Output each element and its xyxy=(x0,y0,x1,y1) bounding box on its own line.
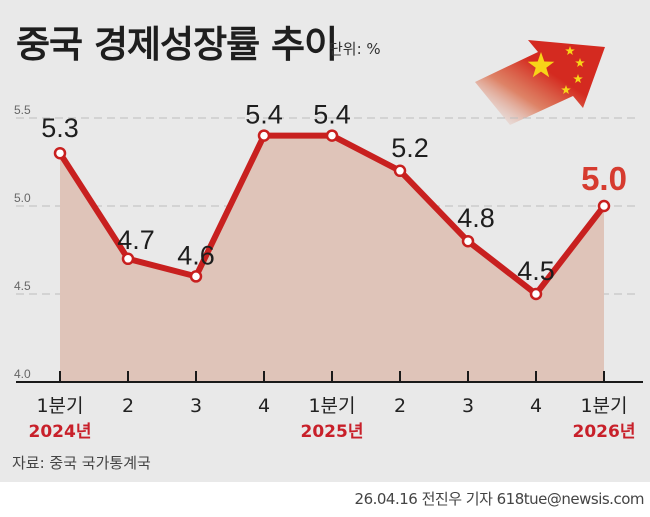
data-markers xyxy=(53,129,611,301)
x-label: 1분기 xyxy=(580,395,627,417)
data-labels: 5.3 4.7 4.6 5.4 5.4 5.2 4.8 4.5 5.0 xyxy=(41,100,627,286)
x-ticks xyxy=(59,371,605,382)
area-fill xyxy=(60,135,604,382)
value-label: 4.7 xyxy=(117,225,155,255)
value-label: 5.4 xyxy=(245,100,283,130)
x-label: 4 xyxy=(258,395,270,417)
year-label: 2025년 xyxy=(301,422,364,442)
credit-line: 26.04.16 전진우 기자 618tue@newsis.com xyxy=(354,490,645,508)
source-note: 자료: 중국 국가통계국 xyxy=(12,454,151,472)
value-label: 4.5 xyxy=(517,256,555,286)
value-label: 5.4 xyxy=(313,100,351,130)
x-label: 4 xyxy=(530,395,542,417)
y-axis-labels: 4.0 4.5 5.0 5.5 xyxy=(14,103,31,381)
chart-title: 중국 경제성장률 추이 xyxy=(16,23,338,66)
value-label: 4.8 xyxy=(457,203,495,233)
highlight-value-label: 5.0 xyxy=(581,160,627,197)
x-label: 3 xyxy=(462,395,474,417)
data-point xyxy=(189,270,203,283)
x-label: 2 xyxy=(394,395,406,417)
x-label: 3 xyxy=(190,395,202,417)
x-label: 2 xyxy=(122,395,134,417)
svg-text:5.5: 5.5 xyxy=(14,103,31,117)
year-label: 2024년 xyxy=(29,422,92,442)
year-label: 2026년 xyxy=(573,422,636,442)
value-label: 4.6 xyxy=(177,240,215,270)
data-point xyxy=(257,129,271,142)
data-point xyxy=(325,129,339,142)
value-label: 5.3 xyxy=(41,113,79,143)
data-point xyxy=(393,164,407,178)
data-point xyxy=(461,234,475,248)
svg-text:4.5: 4.5 xyxy=(14,279,31,293)
line-chart: 4.0 4.5 5.0 5.5 5.3 4.7 4.6 5.4 5.4 5.2 4.8 4.5 5.0… xyxy=(14,40,643,442)
china-flag-arrow-icon xyxy=(475,40,605,125)
x-label: 1분기 xyxy=(308,395,355,417)
year-labels: 2024년 2025년 2026년 xyxy=(29,422,636,442)
data-point xyxy=(529,287,543,301)
x-label: 1분기 xyxy=(36,395,83,417)
data-point xyxy=(53,146,67,160)
x-axis-labels: 1분기 2 3 4 1분기 2 3 4 1분기 xyxy=(36,395,627,417)
svg-text:4.0: 4.0 xyxy=(14,367,31,381)
data-point xyxy=(597,199,611,213)
unit-label: 단위: % xyxy=(329,40,381,58)
value-label: 5.2 xyxy=(391,133,429,163)
data-point xyxy=(121,252,135,266)
svg-text:5.0: 5.0 xyxy=(14,191,31,205)
